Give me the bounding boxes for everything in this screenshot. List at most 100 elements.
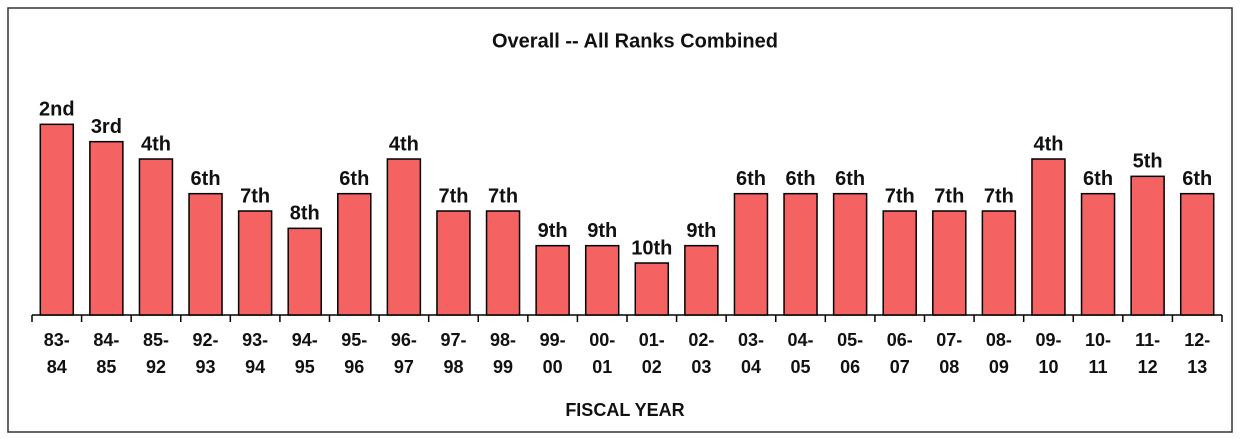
data-label: 6th xyxy=(1083,168,1113,190)
data-label: 4th xyxy=(141,133,171,155)
bar xyxy=(1031,158,1066,316)
bar xyxy=(634,262,670,316)
x-tick-label-line: 11- xyxy=(1135,330,1160,350)
x-tick-label-line: 97 xyxy=(394,357,414,377)
x-tick-label: 03-04 xyxy=(738,330,764,377)
x-tick-label-line: 02 xyxy=(642,357,662,377)
bar xyxy=(733,192,769,316)
x-tick-label-line: 07 xyxy=(890,357,910,377)
x-tick-label-line: 97- xyxy=(440,330,466,350)
bar xyxy=(1080,192,1116,316)
x-tick-label: 99-00 xyxy=(540,330,566,377)
x-tick-label: 94-95 xyxy=(292,330,318,377)
x-tick-label: 97-98 xyxy=(440,330,466,377)
bar xyxy=(485,210,521,316)
x-tick-label: 11-12 xyxy=(1135,330,1160,377)
bar xyxy=(188,192,223,316)
x-tick-label-line: 85- xyxy=(143,330,169,350)
x-tick-label-line: 00- xyxy=(589,330,615,350)
bar xyxy=(584,244,620,316)
x-tick-label-line: 94 xyxy=(245,357,265,377)
x-tick-label: 83-84 xyxy=(44,330,70,377)
bar xyxy=(932,210,967,316)
data-label: 7th xyxy=(240,185,270,207)
data-label: 6th xyxy=(835,168,865,190)
x-tick-label-line: 96- xyxy=(391,330,417,350)
data-label: 3rd xyxy=(91,116,122,138)
x-axis-title: FISCAL YEAR xyxy=(565,400,684,420)
x-tick-label-line: 01- xyxy=(639,330,665,350)
x-tick-label-line: 95 xyxy=(295,357,315,377)
x-tick-label-line: 09 xyxy=(989,357,1009,377)
x-tick-label: 93-94 xyxy=(242,330,268,377)
bar xyxy=(386,158,422,316)
x-tick-label-line: 12 xyxy=(1138,357,1158,377)
x-tick-label-line: 95- xyxy=(341,330,367,350)
x-tick-label-line: 00 xyxy=(543,357,563,377)
x-tick-label-line: 83- xyxy=(44,330,70,350)
x-tick-label: 01-02 xyxy=(639,330,665,377)
x-tick-label-line: 04- xyxy=(788,330,814,350)
bar xyxy=(436,210,471,316)
x-tick-label-line: 93- xyxy=(242,330,268,350)
x-tick-label-line: 06 xyxy=(840,357,860,377)
x-tick-label-line: 84 xyxy=(47,357,67,377)
data-label: 9th xyxy=(587,220,617,242)
x-tick-label: 08-09 xyxy=(986,330,1012,377)
x-tick-label: 96-97 xyxy=(391,330,417,377)
bar xyxy=(981,210,1017,316)
data-label: 9th xyxy=(686,220,716,242)
x-tick-label: 84-85 xyxy=(93,330,119,377)
x-tick-label: 85-92 xyxy=(143,330,169,377)
x-tick-label-line: 99 xyxy=(493,357,513,377)
x-tick-label: 95-96 xyxy=(341,330,367,377)
bar xyxy=(89,140,124,316)
x-tick-label-line: 08 xyxy=(939,357,959,377)
x-tick-label: 05-06 xyxy=(837,330,863,377)
bar xyxy=(138,158,174,316)
chart-title: Overall -- All Ranks Combined xyxy=(492,30,778,52)
data-label: 2nd xyxy=(39,99,75,121)
x-tick-label: 02-03 xyxy=(688,330,714,377)
bar xyxy=(783,192,818,316)
bar xyxy=(684,244,719,316)
data-label: 6th xyxy=(736,168,766,190)
x-tick-label-line: 10 xyxy=(1038,357,1058,377)
x-tick-label-line: 01 xyxy=(592,357,612,377)
x-tick-label-line: 12- xyxy=(1184,330,1210,350)
data-label: 7th xyxy=(984,185,1014,207)
x-tick-label: 92-93 xyxy=(193,330,219,377)
bar xyxy=(832,192,868,316)
data-label: 7th xyxy=(885,185,915,207)
x-tick-label-line: 05- xyxy=(837,330,863,350)
data-label: 6th xyxy=(191,168,221,190)
x-tick-label-line: 11 xyxy=(1089,357,1108,377)
x-tick-label-line: 09- xyxy=(1035,330,1061,350)
x-tick-label: 10-11 xyxy=(1085,330,1111,377)
bar xyxy=(882,210,917,316)
x-tick-label: 06-07 xyxy=(887,330,913,377)
x-tick-label: 09-10 xyxy=(1035,330,1061,377)
data-label: 9th xyxy=(538,220,568,242)
x-tick-label-line: 98- xyxy=(490,330,516,350)
x-tick-label: 12-13 xyxy=(1184,330,1210,377)
x-tick-label-line: 08- xyxy=(986,330,1012,350)
x-tick-label-line: 03- xyxy=(738,330,764,350)
x-tick-label-line: 05 xyxy=(791,357,811,377)
bar xyxy=(337,192,372,316)
x-tick-label-line: 93 xyxy=(196,357,216,377)
x-tick-label-line: 06- xyxy=(887,330,913,350)
data-label: 6th xyxy=(339,168,369,190)
x-tick-label-line: 02- xyxy=(688,330,714,350)
bar xyxy=(39,123,75,316)
x-tick-label-line: 04 xyxy=(741,357,761,377)
bar xyxy=(1130,175,1165,316)
data-label: 4th xyxy=(389,133,419,155)
data-label: 7th xyxy=(438,185,468,207)
x-tick-label: 00-01 xyxy=(589,330,615,377)
data-label: 6th xyxy=(1182,168,1212,190)
x-tick-label-line: 94- xyxy=(292,330,318,350)
bar xyxy=(287,227,322,316)
data-label: 8th xyxy=(290,203,320,225)
